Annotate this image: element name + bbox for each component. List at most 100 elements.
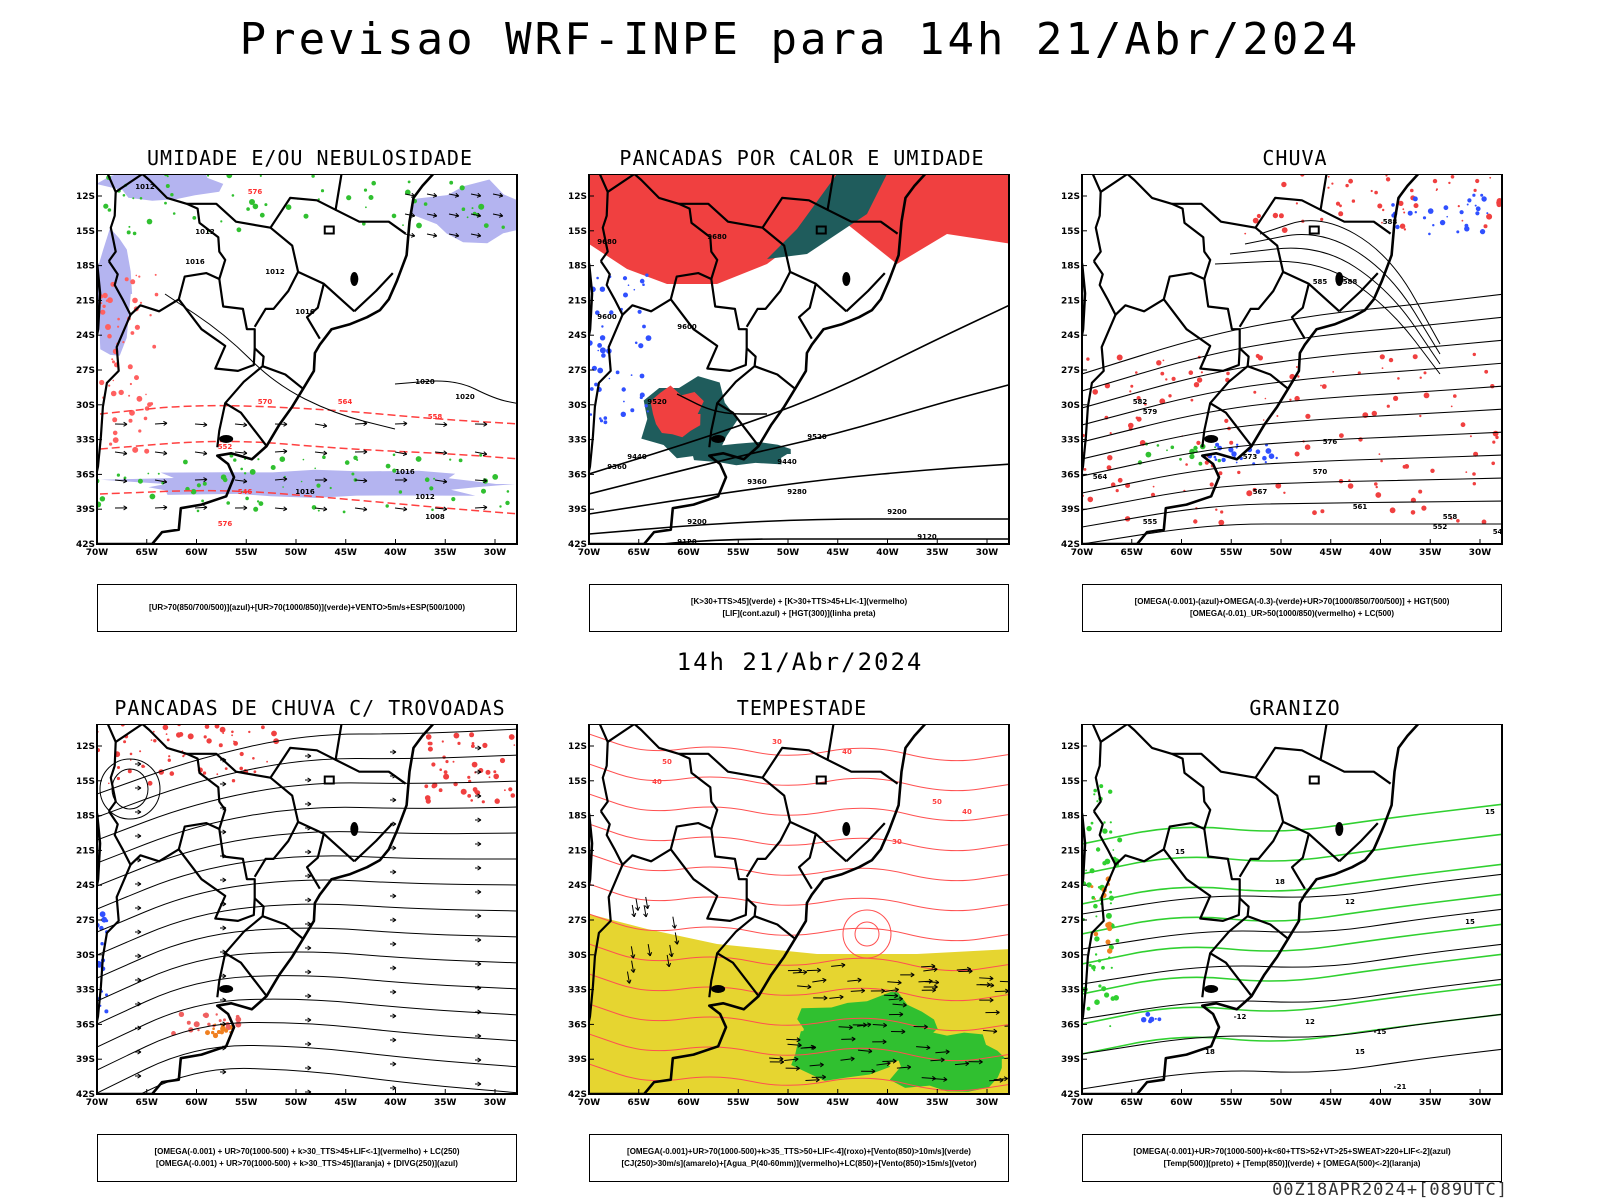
- humidity-area-green: [416, 222, 422, 229]
- lon-label: 30W: [484, 548, 507, 558]
- wind-vector: [203, 505, 208, 510]
- storm-area-red: [513, 744, 516, 746]
- wind-vector: [322, 423, 328, 428]
- rain-area-red: [1419, 414, 1422, 418]
- legend-line: [UR>70(850/700/500)](azul)+[UR>70(1000/8…: [148, 603, 466, 612]
- lake-marker: [815, 225, 827, 235]
- temp850-contour: [1082, 833, 1502, 875]
- height-contour: [653, 538, 1009, 544]
- lat-label: 12S: [76, 192, 95, 202]
- storm-area-red: [178, 732, 184, 737]
- humidity-area-green: [300, 480, 303, 483]
- rain-area-red: [1410, 188, 1414, 193]
- rain-area-red: [1492, 440, 1496, 444]
- contour-label: 552: [218, 443, 233, 451]
- temp850-contour: [1093, 788, 1097, 793]
- country-border: [1201, 402, 1212, 448]
- contour-label: 552: [1433, 523, 1448, 531]
- wind-vector: [114, 479, 127, 482]
- storm-area-red: [235, 1016, 242, 1023]
- legend-line: [CJ(250)>30m/s](amarelo)+[Agua_P(40-60mm…: [621, 1159, 977, 1168]
- contour-label: 1008: [425, 513, 445, 521]
- rain-area-red: [1389, 507, 1396, 514]
- wind-vector: [943, 1076, 948, 1082]
- wind-vector: [883, 994, 898, 997]
- rain-area-red: [1386, 404, 1390, 408]
- wind-vector: [965, 1061, 970, 1067]
- legend-box: [UR>70(850/700/500)](azul)+[UR>70(1000/8…: [97, 584, 517, 632]
- storm-area-red: [233, 741, 239, 746]
- lon-label: 45W: [335, 548, 358, 558]
- humidity-area-green: [231, 194, 235, 197]
- temp850-contour: [1090, 821, 1094, 825]
- lat-label: 30S: [568, 401, 587, 411]
- wind-vector: [933, 967, 938, 972]
- humidity-area-green: [449, 458, 452, 461]
- humidity-area-green: [449, 180, 454, 185]
- lon-label: 70W: [578, 548, 601, 558]
- geopotential-contour: [1082, 385, 1502, 443]
- humidity-area-green: [481, 488, 486, 494]
- thickness-contour: [118, 389, 124, 396]
- rain-area-red: [1196, 440, 1201, 445]
- streamline-arrow: [222, 781, 227, 787]
- streamline: [99, 758, 161, 820]
- coastline: [1082, 724, 1420, 1094]
- country-border: [269, 724, 343, 779]
- rain-area-red: [1117, 477, 1123, 483]
- lon-label: 45W: [335, 1098, 358, 1108]
- lon-label: 30W: [1469, 1098, 1492, 1108]
- map-frame: [1081, 724, 1503, 1095]
- wind-vector: [784, 1058, 799, 1061]
- lon-label: 50W: [285, 548, 308, 558]
- lifted-index-contour: [599, 417, 602, 420]
- streamline-arrow: [222, 1069, 227, 1075]
- contour-label: 576: [218, 520, 233, 528]
- wind-vector: [283, 421, 288, 427]
- streamline: [97, 754, 517, 818]
- wind-vector: [114, 451, 127, 455]
- humidity-area-green: [116, 473, 120, 477]
- wind-vector: [829, 996, 844, 999]
- rain-area-red: [1226, 371, 1230, 376]
- rain-area-red: [1351, 199, 1356, 203]
- rain-area-red: [1403, 228, 1407, 231]
- country-border: [761, 724, 835, 779]
- storm-area-red: [218, 743, 223, 748]
- rain-area-blue: [1264, 461, 1267, 464]
- lat-label: 27S: [76, 366, 95, 376]
- temp850-contour: [1088, 963, 1092, 967]
- humidity-area-green: [196, 509, 200, 513]
- rain-area-blue: [1231, 451, 1237, 457]
- country-border: [716, 897, 760, 997]
- divergence-area-blue: [99, 911, 106, 918]
- humidity-area-green: [285, 204, 292, 210]
- streamline-arrow: [137, 761, 142, 767]
- rain-area-blue: [1486, 212, 1489, 215]
- rain-area-red: [1159, 398, 1166, 405]
- humidity-area-green: [123, 476, 127, 480]
- panel-title: CHUVA: [1262, 146, 1328, 170]
- contour-label: 564: [338, 398, 353, 406]
- thickness-contour: [102, 304, 106, 308]
- rain-area-red: [1473, 188, 1477, 192]
- streamline-arrow: [307, 1065, 312, 1071]
- humidity-area-green: [303, 213, 309, 219]
- rain-area-blue: [1427, 208, 1434, 214]
- wind-vector: [498, 212, 504, 218]
- streamline-arrow: [222, 877, 227, 883]
- contour-label: 15: [1355, 1048, 1365, 1056]
- lat-label: 39S: [568, 505, 587, 515]
- country-border: [305, 833, 325, 890]
- lat-label: 33S: [568, 986, 587, 996]
- lat-label: 33S: [1061, 986, 1080, 996]
- humidity-area-green: [458, 458, 463, 463]
- country-border: [827, 758, 899, 785]
- rain-area-red: [1496, 201, 1502, 208]
- thickness-contour: [99, 379, 105, 386]
- country-border: [598, 724, 609, 812]
- country-border: [669, 828, 748, 922]
- wind-vector: [483, 478, 488, 484]
- wind-vector: [454, 212, 460, 218]
- country-border: [1290, 833, 1310, 890]
